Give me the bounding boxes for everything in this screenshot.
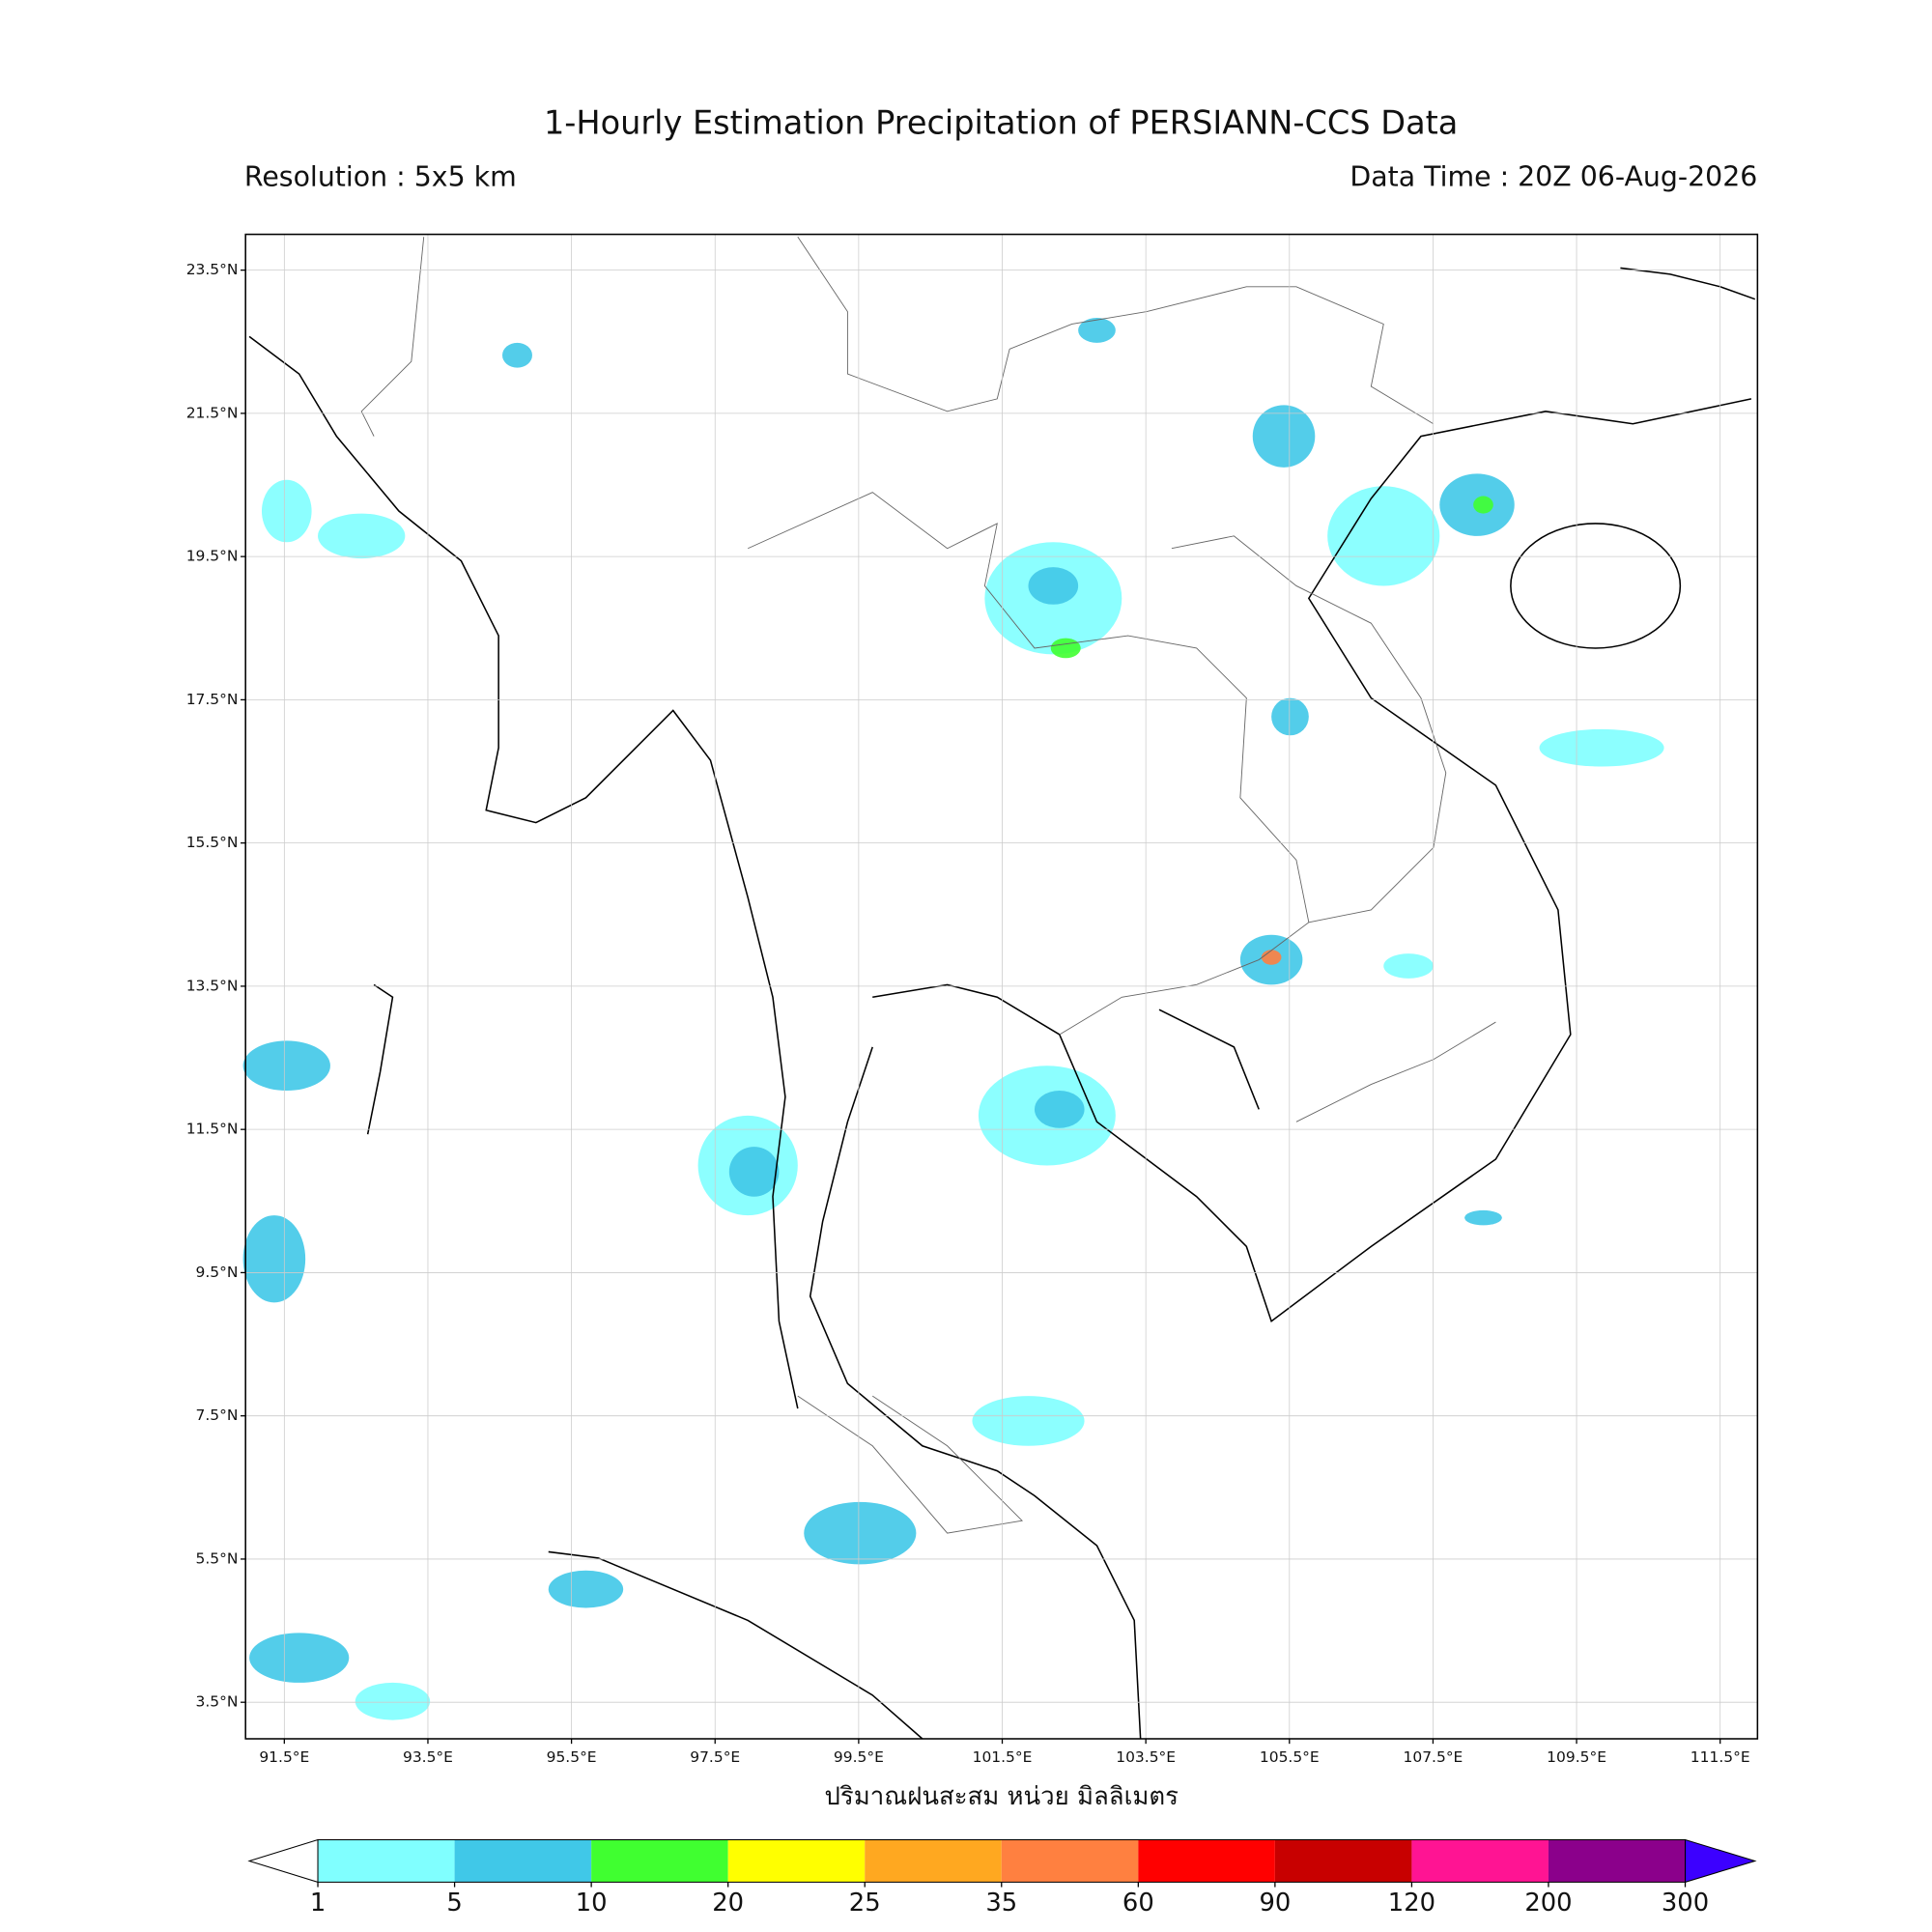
- colorbar-label: 25: [849, 1889, 881, 1918]
- rain-area: [249, 1633, 350, 1683]
- x-tick-label: 91.5°E: [259, 1748, 309, 1766]
- rain-area: [1271, 697, 1309, 736]
- title: 1-Hourly Estimation Precipitation of PER…: [544, 104, 1458, 142]
- rain-area: [1539, 728, 1664, 767]
- colorbar-label: 20: [712, 1889, 744, 1918]
- rain-area: [804, 1501, 917, 1565]
- coastlines: [248, 267, 1756, 1740]
- rain-area: [355, 1682, 431, 1720]
- colorbar-segment: [1001, 1839, 1139, 1883]
- rain-area: [1252, 405, 1316, 468]
- rain-area: [502, 342, 532, 368]
- rain-area: [1078, 318, 1116, 343]
- borders: [360, 236, 1496, 1534]
- colorbar-label: 10: [576, 1889, 608, 1918]
- rain-area: [1034, 1091, 1085, 1128]
- y-tick-label: 15.5°N: [186, 834, 239, 851]
- rain-area: [1473, 496, 1493, 514]
- colorbar-under: [247, 1838, 319, 1884]
- y-tick-label: 23.5°N: [186, 261, 239, 278]
- map-axes: 91.5°E 93.5°E 95.5°E 97.5°E 99.5°E 101.5°E 103…: [186, 233, 1759, 1811]
- y-tick-label: 9.5°N: [196, 1264, 239, 1281]
- colorbar-label: 60: [1122, 1889, 1154, 1918]
- rain-area: [1383, 953, 1434, 979]
- colorbar-segment: [1138, 1839, 1275, 1883]
- colorbar-label: 1: [310, 1889, 326, 1918]
- colorbar-segment: [1274, 1839, 1412, 1883]
- rain-area: [261, 479, 312, 543]
- rain-area: [318, 513, 406, 559]
- colorbar-segment: [865, 1839, 1002, 1883]
- colorbar-segment: [454, 1839, 592, 1883]
- x-tick-label: 97.5°E: [690, 1748, 740, 1766]
- colorbar-segment: [1548, 1839, 1686, 1883]
- y-tick-label: 21.5°N: [186, 404, 239, 421]
- y-tick-label: 5.5°N: [196, 1549, 239, 1567]
- x-tick-label: 105.5°E: [1260, 1748, 1320, 1766]
- y-tick-label: 7.5°N: [196, 1406, 239, 1424]
- x-tick-label: 99.5°E: [834, 1748, 884, 1766]
- resolution: Resolution : 5x5 km: [244, 161, 517, 193]
- colorbar-segment: [1411, 1839, 1548, 1883]
- colorbar-segment: [318, 1839, 455, 1883]
- x-tick-label: 103.5°E: [1116, 1748, 1176, 1766]
- y-tick-label: 3.5°N: [196, 1693, 239, 1711]
- rain-area: [1028, 567, 1079, 605]
- rain-area: [1327, 486, 1440, 586]
- rain-area: [1261, 950, 1282, 965]
- colorbar-label: 120: [1388, 1889, 1435, 1918]
- rain-areas: [242, 318, 1664, 1720]
- rain-area: [548, 1570, 624, 1608]
- colorbar-label: 35: [985, 1889, 1017, 1918]
- rain-area: [728, 1147, 780, 1197]
- colorbar-segment: [727, 1839, 866, 1883]
- x-tick-label: 109.5°E: [1547, 1748, 1606, 1766]
- rain-area: [242, 1040, 330, 1092]
- x-tick-label: 93.5°E: [403, 1748, 453, 1766]
- colorbar-label: 90: [1259, 1889, 1291, 1918]
- colorbar-label: 300: [1662, 1889, 1709, 1918]
- y-tick-label: 19.5°N: [186, 548, 239, 565]
- y-tick-label: 17.5°N: [186, 691, 239, 708]
- data-time: Data Time : 20Z 06-Aug-2026: [1350, 161, 1757, 193]
- x-tick-label: 111.5°E: [1690, 1748, 1750, 1766]
- x-tick-label: 95.5°E: [547, 1748, 597, 1766]
- rain-area: [242, 1215, 306, 1303]
- colorbar-label: 5: [446, 1889, 462, 1918]
- rain-area: [1464, 1209, 1502, 1226]
- colorbar: 1 5 10 20 25 35 60 90 120 200 300: [247, 1838, 1757, 1918]
- x-axis-label: ปริมาณฝนสะสม หน่วย มิลลิเมตร: [825, 1782, 1179, 1811]
- colorbar-over: [1684, 1838, 1757, 1884]
- map-frame: [244, 233, 1759, 1740]
- colorbar-segment: [591, 1839, 728, 1883]
- rain-area: [1050, 638, 1081, 659]
- x-tick-label: 101.5°E: [973, 1748, 1033, 1766]
- colorbar-label: 200: [1524, 1889, 1572, 1918]
- x-tick-label: 107.5°E: [1404, 1748, 1463, 1766]
- rain-area: [972, 1396, 1085, 1446]
- y-tick-label: 13.5°N: [186, 977, 239, 994]
- y-tick-label: 11.5°N: [186, 1121, 239, 1138]
